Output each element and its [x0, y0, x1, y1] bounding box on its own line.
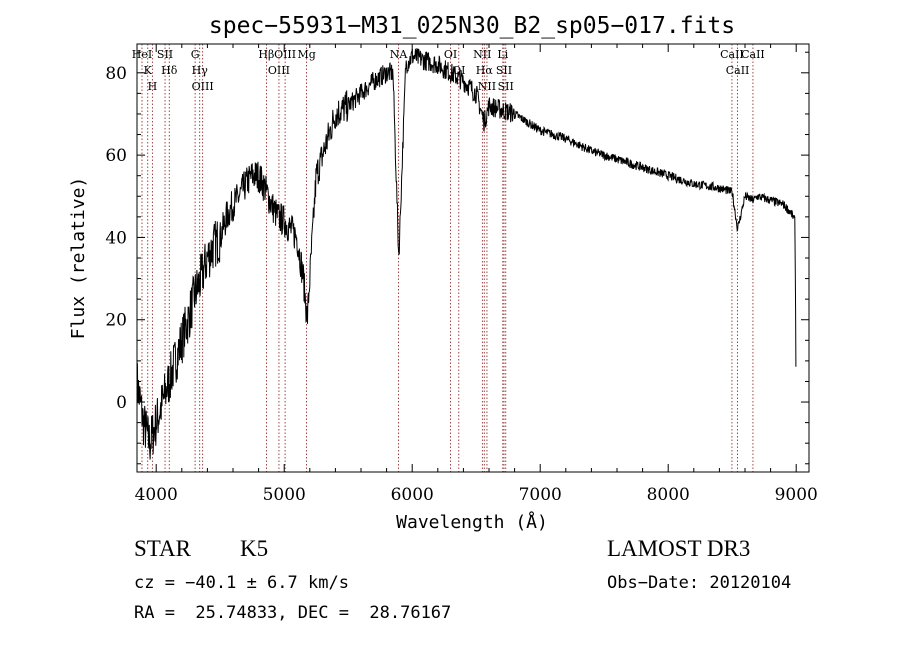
spectral-line-label-16: Hα — [476, 64, 494, 77]
spectral-line-label-11: Mg — [297, 48, 315, 61]
spectral-line-label-9: OIII — [268, 64, 290, 77]
y-tick-label-1: 20 — [105, 311, 127, 331]
y-tick-label-4: 80 — [105, 64, 127, 84]
y-axis-label: Flux (relative) — [68, 177, 89, 340]
spectral-line-label-2: HeI — [132, 48, 152, 61]
spectral-line-label-8: Hβ — [258, 48, 274, 61]
spectral-line-label-20: Li — [497, 48, 508, 61]
x-axis-label: Wavelength (Å) — [396, 511, 548, 533]
flux-series-line — [136, 48, 797, 460]
spectral-line-label-3: SII — [157, 48, 173, 61]
spectral-line-label-19: SII — [498, 80, 514, 93]
x-tick-label-5: 9000 — [775, 485, 818, 505]
x-tick-label-2: 6000 — [391, 485, 434, 505]
y-tick-label-3: 60 — [105, 146, 127, 166]
x-tick-label-1: 5000 — [263, 485, 306, 505]
survey-name: LAMOST DR3 — [607, 536, 751, 561]
plot-frame — [136, 43, 810, 473]
spectral-line-label-14: OI — [452, 64, 465, 77]
spectral-line-label-4: Hδ — [161, 64, 178, 77]
spectral-line-label-18: SII — [496, 64, 512, 77]
spectral-line-label-22: CaII — [726, 64, 750, 77]
chart-title: spec−55931−M31_025N30_B2_sp05−017.fits — [209, 13, 735, 39]
spectral-line-label-15: NII — [473, 48, 491, 61]
spectral-line-label-7: Hγ — [192, 64, 209, 77]
coordinates-ra-dec: RA = 25.74833, DEC = 28.76167 — [134, 603, 452, 623]
spectral-line-label-0: H — [148, 80, 158, 93]
x-tick-label-3: 7000 — [519, 485, 562, 505]
spectral-line-label-23: CaII — [741, 48, 765, 61]
spectral-line-label-13: OI — [444, 48, 457, 61]
plot-area — [136, 44, 797, 472]
object-subclass: K5 — [240, 536, 269, 561]
spectral-line-label-10: OIII — [274, 48, 296, 61]
x-tick-label-0: 4000 — [135, 485, 178, 505]
spectral-line-label-1: K — [144, 64, 153, 77]
object-type: STAR — [134, 536, 191, 561]
observation-date: Obs−Date: 20120104 — [607, 573, 792, 593]
spectral-line-label-12: NA — [390, 48, 409, 61]
redshift-cz: cz = −40.1 ± 6.7 km/s — [134, 573, 349, 593]
spectral-line-label-21: CaII — [720, 48, 744, 61]
y-tick-label-0: 0 — [116, 393, 127, 413]
axis-ticks: 4000 5000 6000 7000 8000 9000 0 20 40 60 80 — [105, 44, 818, 505]
spectral-line-label-5: G — [191, 48, 200, 61]
spectral-line-label-6: OIII — [192, 80, 214, 93]
x-tick-label-4: 8000 — [647, 485, 690, 505]
spectral-line-label-17: NII — [478, 80, 496, 93]
y-tick-label-2: 40 — [105, 228, 127, 248]
